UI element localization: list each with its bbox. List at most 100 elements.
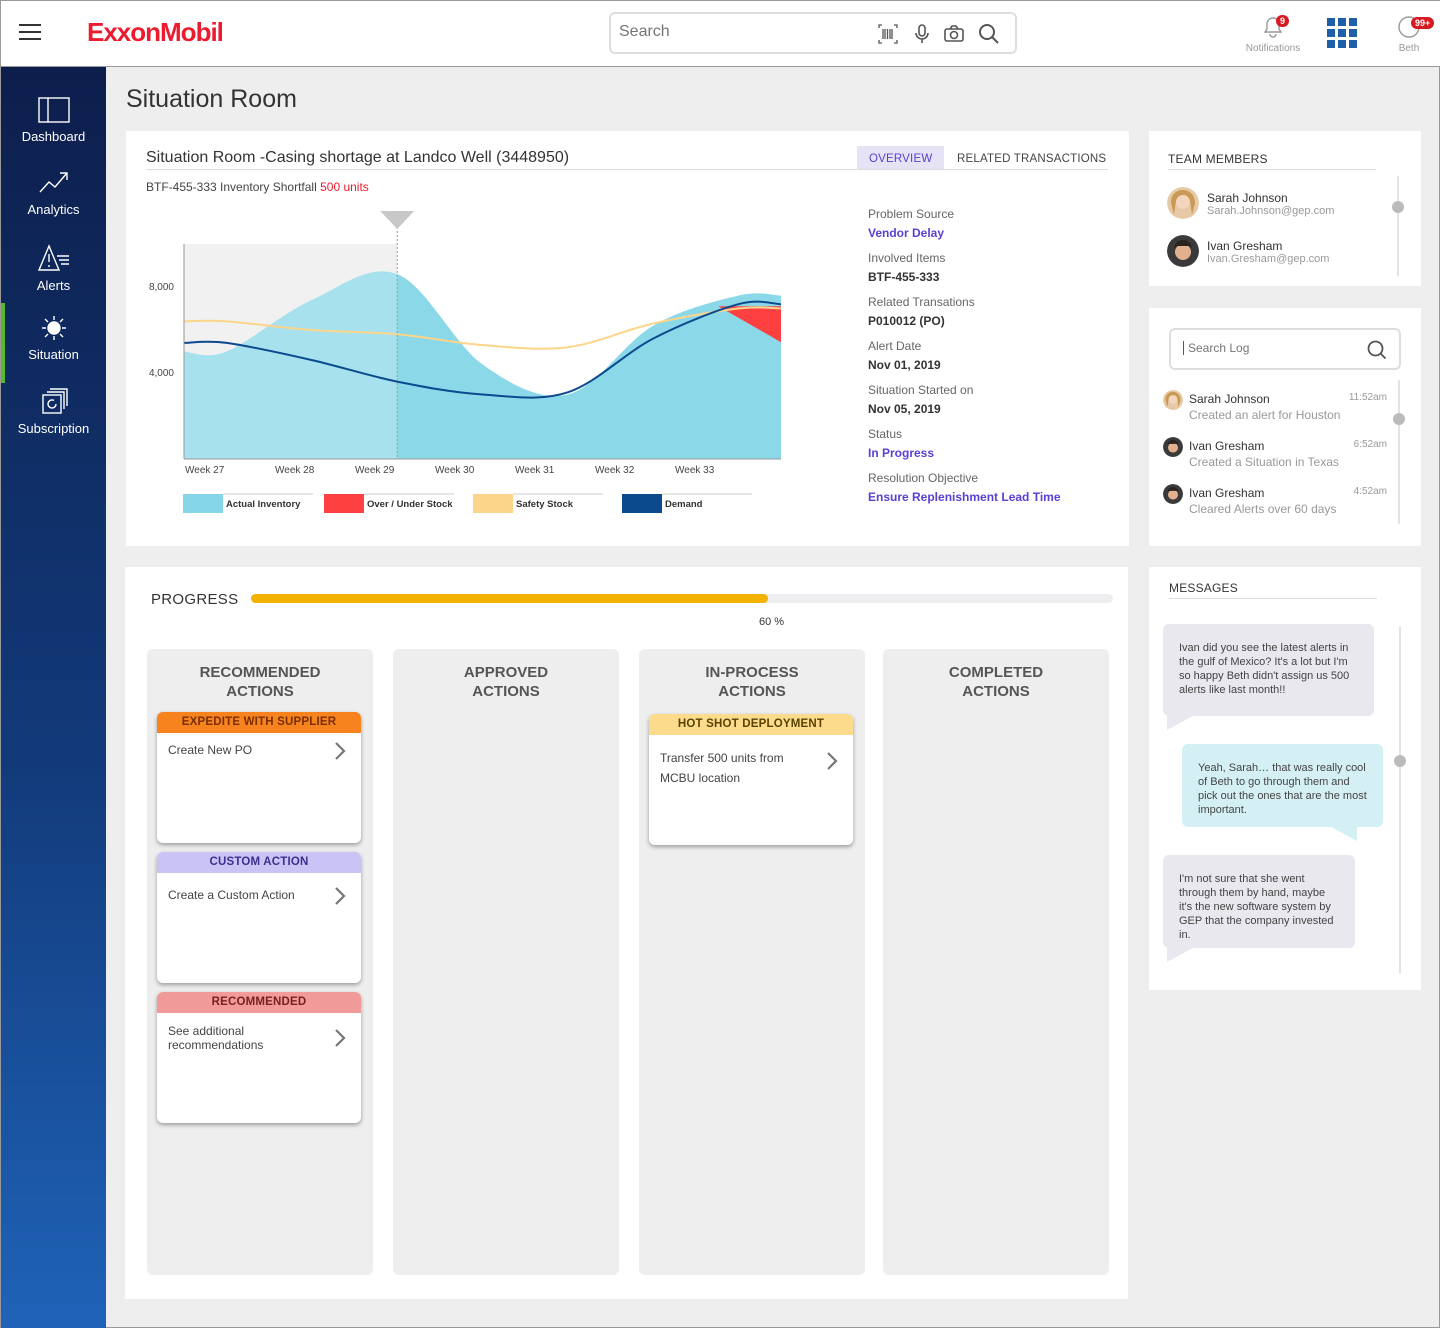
action-card-header: RECOMMENDED: [157, 992, 361, 1013]
log-search: [1169, 328, 1401, 370]
column-recommended-actions: RECOMMENDED ACTIONS EXPEDITE WITH SUPPLI…: [147, 649, 373, 1275]
chevron-right-icon[interactable]: [825, 751, 839, 771]
sidebar-item-label: Situation: [28, 347, 79, 362]
progress-bar-fill: [251, 594, 769, 603]
sidebar-item-alerts[interactable]: Alerts: [1, 244, 106, 316]
apps-grid-icon[interactable]: [1327, 18, 1357, 48]
detail-status: Status In Progress: [868, 427, 1108, 471]
detail-situation-started: Situation Started on Nov 05, 2019: [868, 383, 1108, 427]
legend-swatch: [622, 494, 662, 513]
notifications-label: Notifications: [1245, 43, 1301, 54]
activity-log-card: Sarah Johnson 11:52am Created an alert f…: [1149, 308, 1421, 546]
scroll-thumb[interactable]: [1393, 413, 1405, 425]
avatar: [1163, 437, 1183, 457]
log-time: 11:52am: [1348, 392, 1387, 403]
series-area-actual-inventory: [184, 271, 781, 459]
x-tick-label: Week 31: [515, 465, 555, 476]
user-badge: 99+: [1411, 17, 1435, 29]
message-bubble: Ivan did you see the latest alerts in th…: [1163, 624, 1374, 730]
menu-icon[interactable]: [19, 24, 41, 42]
detail-value-link[interactable]: Ensure Replenishment Lead Time: [868, 490, 1061, 504]
team-scrollbar[interactable]: [1392, 176, 1404, 276]
x-tick-label: Week 29: [355, 465, 395, 476]
messages-scrollbar[interactable]: [1394, 627, 1406, 973]
action-card[interactable]: HOT SHOT DEPLOYMENT Transfer 500 units f…: [649, 714, 853, 845]
log-item[interactable]: Ivan Gresham 4:52am Cleared Alerts over …: [1163, 484, 1387, 524]
action-card[interactable]: EXPEDITE WITH SUPPLIER Create New PO: [157, 712, 361, 843]
barcode-icon[interactable]: [877, 23, 899, 45]
action-card[interactable]: RECOMMENDED See additional recommendatio…: [157, 992, 361, 1123]
log-scrollbar[interactable]: [1393, 380, 1405, 524]
section-divider: [1169, 598, 1377, 599]
action-card[interactable]: CUSTOM ACTION Create a Custom Action: [157, 852, 361, 983]
sidebar: Dashboard Analytics Alerts Situation Sub…: [1, 67, 106, 1328]
x-tick-label: Week 30: [435, 465, 475, 476]
camera-icon[interactable]: [943, 23, 965, 45]
chevron-right-icon[interactable]: [333, 886, 347, 906]
sidebar-item-label: Alerts: [36, 278, 71, 293]
chevron-right-icon[interactable]: [333, 741, 347, 761]
notifications-button[interactable]: 9 Notifications: [1241, 15, 1305, 54]
progress-percent: 60 %: [759, 616, 785, 628]
log-search-input[interactable]: [1183, 341, 1353, 355]
notification-count-badge: 9: [1276, 15, 1290, 27]
log-item[interactable]: Ivan Gresham 6:52am Created a Situation …: [1163, 437, 1387, 477]
situation-title: Situation Room -Casing shortage at Landc…: [146, 149, 570, 166]
search-input[interactable]: [619, 23, 869, 41]
avatar: [1163, 484, 1183, 504]
sidebar-item-subscription[interactable]: Subscription: [1, 387, 106, 459]
sidebar-item-label: Analytics: [27, 202, 80, 217]
situation-card: Situation Room -Casing shortage at Landc…: [126, 131, 1129, 546]
log-text: Created an alert for Houston: [1189, 408, 1341, 422]
scroll-thumb[interactable]: [1392, 201, 1404, 213]
analytics-icon: [38, 172, 68, 193]
action-card-text: Create a Custom Action: [168, 888, 295, 902]
sidebar-item-label: Subscription: [17, 421, 90, 436]
action-card-text: Transfer 500 units from MCBU location: [660, 751, 784, 785]
message-text: Yeah, Sarah… that was really cool of Bet…: [1198, 762, 1367, 816]
dashboard-icon: [37, 97, 70, 123]
tab-overview[interactable]: OVERVIEW: [857, 146, 945, 170]
action-card-text: Create New PO: [168, 743, 253, 757]
detail-value: Nov 01, 2019: [868, 358, 941, 372]
messages-card: MESSAGES Ivan did you see the latest ale…: [1149, 567, 1421, 990]
detail-problem-source: Problem Source Vendor Delay: [868, 207, 1108, 251]
inventory-chart: 4,000 8,000 Week 27 Week 28 Week 29 Week 30 We…: [146, 209, 791, 519]
series-line-demand: [183, 300, 782, 399]
legend-swatch: [183, 494, 223, 513]
message-text: Ivan did you see the latest alerts in th…: [1179, 642, 1350, 696]
search-icon[interactable]: [978, 23, 1000, 45]
y-tick-label: 8,000: [149, 282, 174, 293]
user-menu[interactable]: 99+ Beth: [1389, 15, 1435, 54]
detail-value: Nov 05, 2019: [868, 402, 941, 416]
team-members-card: TEAM MEMBERS Sarah Johnson Sarah.Johnson…: [1149, 131, 1421, 286]
x-tick-label: Week 32: [595, 465, 635, 476]
column-title: COMPLETED ACTIONS: [948, 664, 1044, 700]
brand-logo[interactable]: ExxonMobil: [87, 17, 224, 47]
shortfall-amount: 500 units: [320, 180, 369, 194]
avatar: [1163, 390, 1183, 410]
search-icon[interactable]: [1367, 340, 1387, 360]
detail-alert-date: Alert Date Nov 01, 2019: [868, 339, 1108, 383]
column-title: RECOMMENDED ACTIONS: [199, 664, 321, 700]
message-bubble: Yeah, Sarah… that was really cool of Bet…: [1182, 744, 1383, 841]
chevron-right-icon[interactable]: [333, 1028, 347, 1048]
shortfall-label: BTF-455-333 Inventory Shortfall: [146, 180, 317, 194]
detail-value-link[interactable]: In Progress: [868, 446, 935, 460]
section-divider: [1168, 169, 1376, 170]
detail-value-link[interactable]: Vendor Delay: [868, 226, 945, 240]
tab-related-transactions[interactable]: RELATED TRANSACTIONS: [957, 153, 1107, 165]
progress-card: PROGRESS 60 % RECOMMENDED ACTIONS EXPEDI…: [125, 567, 1128, 1299]
log-name: Ivan Gresham: [1189, 439, 1265, 453]
log-text: Created a Situation in Texas: [1189, 455, 1339, 469]
microphone-icon[interactable]: [911, 23, 933, 45]
sidebar-item-dashboard[interactable]: Dashboard: [1, 95, 106, 167]
sidebar-item-situation[interactable]: Situation: [1, 303, 106, 385]
member-name: Sarah Johnson: [1207, 191, 1288, 205]
scroll-thumb[interactable]: [1394, 755, 1406, 767]
log-item[interactable]: Sarah Johnson 11:52am Created an alert f…: [1163, 390, 1387, 430]
situation-details: Problem Source Vendor Delay Involved Item…: [868, 207, 1108, 515]
log-time: 6:52am: [1353, 439, 1387, 450]
action-card-header: CUSTOM ACTION: [157, 852, 361, 873]
sidebar-item-analytics[interactable]: Analytics: [1, 168, 106, 240]
